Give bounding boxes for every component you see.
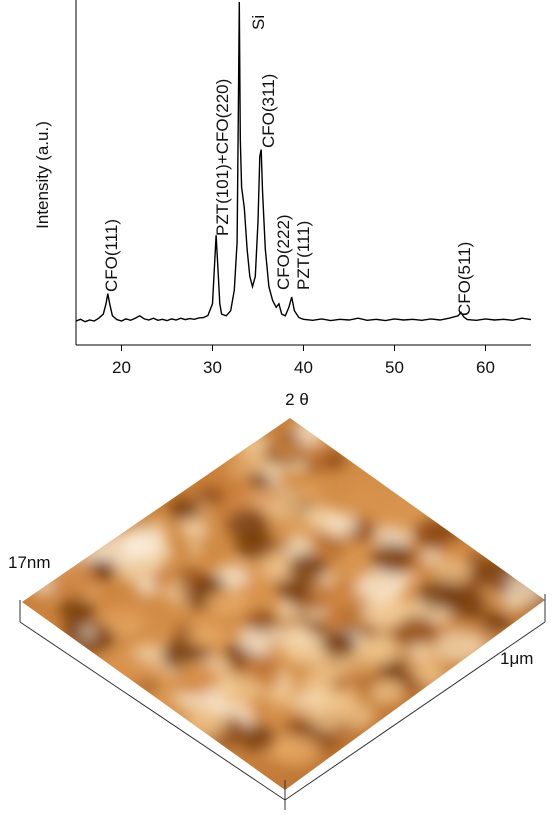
x-tick-label: 30 <box>203 358 222 377</box>
afm-grain <box>348 489 372 506</box>
afm-scale-label: 1μm <box>500 649 533 668</box>
peak-label: PZT(111) <box>294 221 313 290</box>
afm-grain <box>331 680 347 691</box>
afm-grain <box>267 638 280 647</box>
afm-grain <box>283 718 302 732</box>
y-axis-label: Intensity (a.u.) <box>33 121 52 229</box>
afm-grain <box>434 558 470 583</box>
afm-grain <box>150 572 171 587</box>
afm-grain <box>274 733 320 766</box>
afm-grain <box>54 563 97 593</box>
afm-grain <box>80 627 96 638</box>
afm-grain <box>272 442 299 461</box>
afm-grain <box>138 520 150 528</box>
afm-grain <box>489 579 511 594</box>
afm-grain <box>206 588 248 618</box>
peak-label: CFO(311) <box>259 74 278 148</box>
afm-grain <box>356 571 402 603</box>
afm-grain <box>245 609 280 634</box>
afm-height-label: 17nm <box>8 553 51 572</box>
afm-grain <box>412 518 456 549</box>
afm-grain <box>220 453 249 473</box>
afm-grain <box>111 605 138 624</box>
afm-image: 17nm 1μm <box>8 418 548 810</box>
afm-grain <box>267 647 280 656</box>
afm-grain <box>408 643 433 661</box>
afm-grain <box>185 707 229 738</box>
afm-grain <box>81 544 107 563</box>
afm-grain <box>168 498 201 521</box>
afm-grain <box>178 569 203 586</box>
afm-grain <box>371 600 408 626</box>
afm-grain <box>353 638 394 666</box>
afm-grain <box>370 681 403 704</box>
afm-grain <box>284 431 299 442</box>
afm-grain <box>481 612 512 633</box>
afm-grain <box>180 519 210 540</box>
afm-grain <box>226 509 269 539</box>
afm-grain <box>286 524 301 534</box>
peak-label: Si <box>249 15 268 30</box>
afm-grain <box>321 544 338 556</box>
peak-label: CFO(111) <box>102 219 121 292</box>
x-tick-label: 20 <box>112 358 131 377</box>
afm-grain <box>324 604 356 626</box>
afm-grain <box>263 463 284 477</box>
x-tick-label: 60 <box>476 358 495 377</box>
afm-grain <box>58 597 94 622</box>
figure: Intensity (a.u.) 2 θ 17nm 1μm 20 30 40 50 60… <box>0 0 556 810</box>
afm-grain <box>371 543 415 574</box>
afm-grain <box>321 632 356 657</box>
afm-grain <box>310 707 346 732</box>
afm-grain <box>514 592 531 604</box>
x-axis-label: 2 θ <box>285 390 309 409</box>
afm-grain <box>304 506 339 530</box>
afm-grain <box>71 622 116 654</box>
afm-grain <box>32 580 54 596</box>
afm-grain <box>295 484 320 502</box>
peak-label: CFO(511) <box>455 242 474 316</box>
x-tick-label: 50 <box>385 358 404 377</box>
afm-grain <box>400 509 416 520</box>
afm-grain <box>402 677 424 692</box>
afm-grain <box>288 553 328 581</box>
x-tick-label: 40 <box>294 358 313 377</box>
afm-grain <box>283 645 310 664</box>
peak-label: PZT(101)+CFO(220) <box>213 79 232 236</box>
afm-grain <box>187 624 222 649</box>
afm-grain <box>324 455 342 467</box>
afm-grain <box>357 668 369 676</box>
afm-grain <box>287 534 313 552</box>
afm-grain <box>403 574 415 583</box>
afm-grain <box>122 528 165 558</box>
afm-grain <box>177 660 222 691</box>
afm-grain <box>197 486 226 506</box>
afm-grain <box>117 657 159 686</box>
afm-grain <box>435 631 483 664</box>
afm-grain <box>187 544 203 555</box>
afm-grain <box>357 676 375 688</box>
afm-grain <box>217 674 262 705</box>
afm-grain <box>179 588 194 598</box>
afm-grain <box>422 551 440 564</box>
peak-label: CFO(222) <box>274 214 293 290</box>
